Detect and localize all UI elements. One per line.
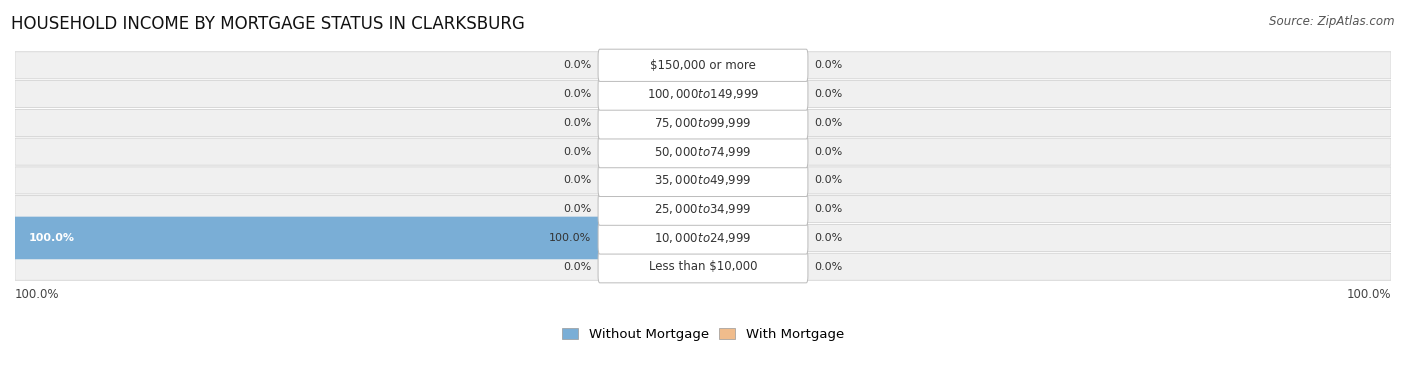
Text: Source: ZipAtlas.com: Source: ZipAtlas.com [1270, 15, 1395, 28]
FancyBboxPatch shape [15, 224, 1391, 251]
Text: HOUSEHOLD INCOME BY MORTGAGE STATUS IN CLARKSBURG: HOUSEHOLD INCOME BY MORTGAGE STATUS IN C… [11, 15, 524, 33]
Text: $100,000 to $149,999: $100,000 to $149,999 [647, 87, 759, 101]
Text: 0.0%: 0.0% [814, 262, 842, 272]
FancyBboxPatch shape [15, 167, 1391, 194]
Text: 0.0%: 0.0% [564, 118, 592, 128]
Text: 0.0%: 0.0% [564, 262, 592, 272]
Legend: Without Mortgage, With Mortgage: Without Mortgage, With Mortgage [562, 328, 844, 341]
FancyBboxPatch shape [15, 253, 1391, 280]
FancyBboxPatch shape [13, 217, 706, 259]
Text: 100.0%: 100.0% [550, 233, 592, 243]
FancyBboxPatch shape [15, 138, 1391, 165]
Text: $150,000 or more: $150,000 or more [650, 59, 756, 72]
Text: 100.0%: 100.0% [15, 288, 59, 300]
Text: 0.0%: 0.0% [564, 175, 592, 185]
Text: 0.0%: 0.0% [814, 60, 842, 70]
Text: 0.0%: 0.0% [814, 147, 842, 156]
Text: 0.0%: 0.0% [814, 204, 842, 214]
Text: $25,000 to $34,999: $25,000 to $34,999 [654, 202, 752, 216]
Text: 100.0%: 100.0% [1347, 288, 1391, 300]
FancyBboxPatch shape [598, 164, 808, 196]
Text: Less than $10,000: Less than $10,000 [648, 260, 758, 273]
Text: 0.0%: 0.0% [564, 60, 592, 70]
FancyBboxPatch shape [598, 78, 808, 110]
FancyBboxPatch shape [598, 222, 808, 254]
Text: 100.0%: 100.0% [28, 233, 75, 243]
FancyBboxPatch shape [15, 196, 1391, 223]
Text: $50,000 to $74,999: $50,000 to $74,999 [654, 145, 752, 159]
Text: 0.0%: 0.0% [564, 89, 592, 99]
FancyBboxPatch shape [15, 81, 1391, 107]
FancyBboxPatch shape [598, 107, 808, 139]
FancyBboxPatch shape [598, 135, 808, 168]
Text: 0.0%: 0.0% [814, 233, 842, 243]
Text: 0.0%: 0.0% [814, 175, 842, 185]
FancyBboxPatch shape [15, 52, 1391, 79]
FancyBboxPatch shape [15, 109, 1391, 136]
Text: 0.0%: 0.0% [814, 118, 842, 128]
FancyBboxPatch shape [598, 49, 808, 81]
Text: 0.0%: 0.0% [564, 147, 592, 156]
Text: 0.0%: 0.0% [814, 89, 842, 99]
FancyBboxPatch shape [598, 251, 808, 283]
Text: $35,000 to $49,999: $35,000 to $49,999 [654, 173, 752, 187]
Text: $75,000 to $99,999: $75,000 to $99,999 [654, 116, 752, 130]
Text: $10,000 to $24,999: $10,000 to $24,999 [654, 231, 752, 245]
Text: 0.0%: 0.0% [564, 204, 592, 214]
FancyBboxPatch shape [598, 193, 808, 225]
